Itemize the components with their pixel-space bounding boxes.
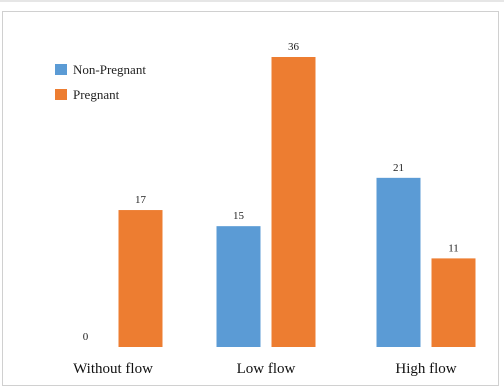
legend: Non-Pregnant Pregnant xyxy=(55,62,146,102)
value-label-non-pregnant-without-flow: 0 xyxy=(83,331,89,343)
legend-swatch-pregnant xyxy=(55,89,67,100)
bar-pregnant-high-flow xyxy=(431,258,476,347)
bars-group xyxy=(118,57,476,347)
category-label-high-flow: High flow xyxy=(395,361,456,377)
top-border-line xyxy=(0,0,504,2)
value-label-pregnant-high-flow: 11 xyxy=(448,242,459,254)
value-label-pregnant-low-flow: 36 xyxy=(288,41,300,53)
legend-swatch-non-pregnant xyxy=(55,64,67,75)
value-labels-group: 0 17 15 36 21 11 xyxy=(83,41,459,343)
legend-label-pregnant: Pregnant xyxy=(73,87,120,102)
bar-pregnant-low-flow xyxy=(271,57,316,347)
value-label-non-pregnant-high-flow: 21 xyxy=(393,162,404,174)
bar-pregnant-without-flow xyxy=(118,210,163,347)
bar-non-pregnant-low-flow xyxy=(216,226,261,347)
value-label-non-pregnant-low-flow: 15 xyxy=(233,210,245,222)
category-labels-group: Without flow Low flow High flow xyxy=(73,361,457,377)
value-label-pregnant-without-flow: 17 xyxy=(135,194,147,206)
category-label-without-flow: Without flow xyxy=(73,361,153,377)
legend-label-non-pregnant: Non-Pregnant xyxy=(73,62,146,77)
category-label-low-flow: Low flow xyxy=(237,361,296,377)
bar-non-pregnant-high-flow xyxy=(376,177,421,347)
